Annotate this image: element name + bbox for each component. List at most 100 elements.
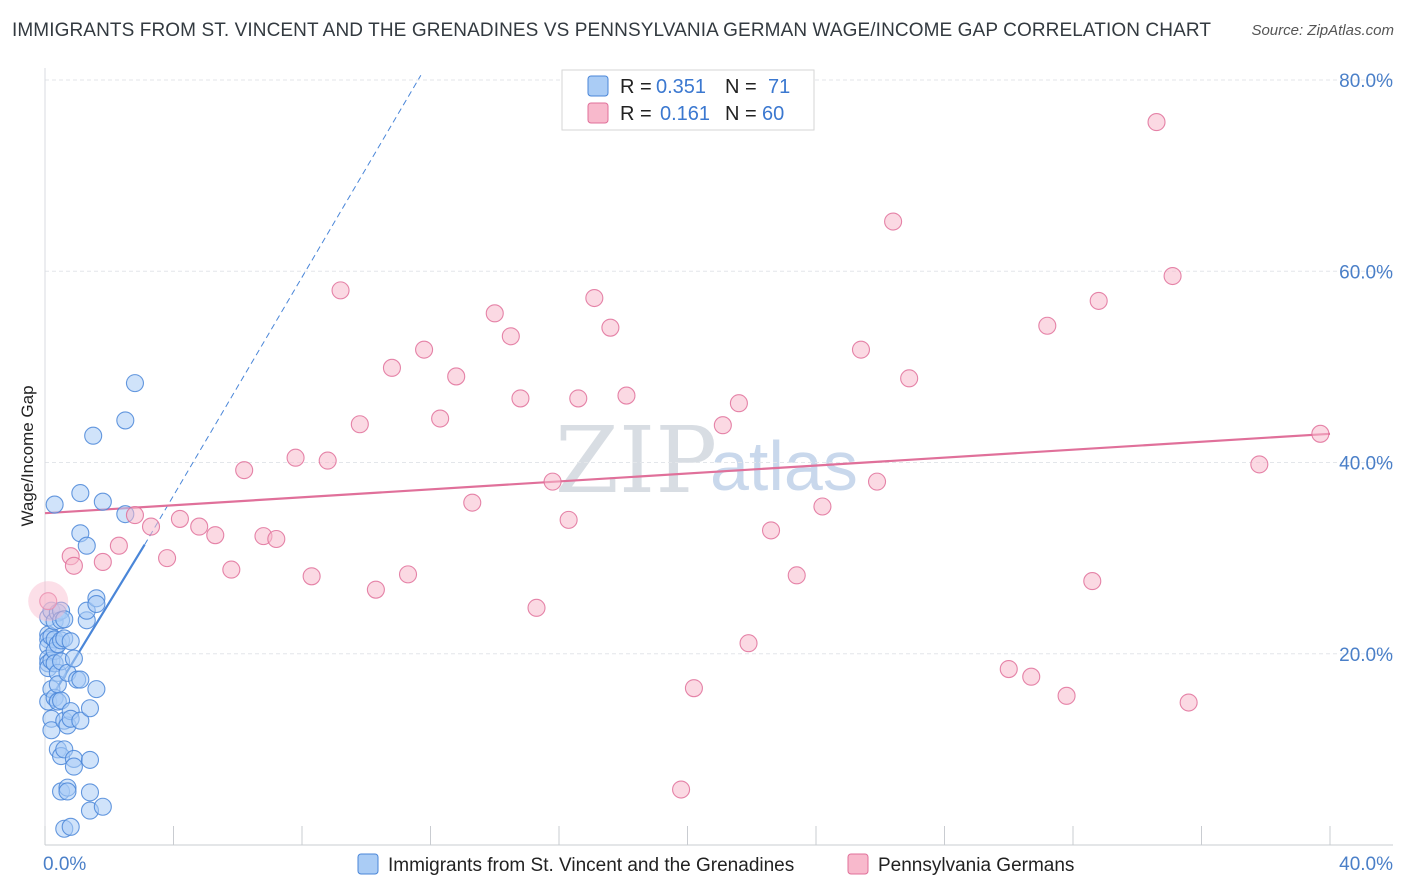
point-pennsylvania-germans — [235, 461, 254, 480]
point-pennsylvania-germans — [109, 536, 128, 555]
point-pennsylvania-germans — [884, 212, 903, 231]
bottom-legend-swatch-blue — [357, 853, 379, 875]
point-pennsylvania-germans — [64, 556, 83, 575]
point-immigrants-st-vincent — [71, 670, 90, 689]
point-pennsylvania-germans — [1163, 266, 1182, 286]
point-immigrants-st-vincent — [61, 632, 80, 651]
tick-labels: 20.0% 40.0% 60.0% 80.0% 0.0% 40.0% — [43, 71, 1393, 875]
legend-n-label: N = — [725, 103, 757, 125]
point-immigrants-st-vincent — [61, 817, 80, 836]
point-pennsylvania-germans — [543, 472, 562, 491]
point-pennsylvania-germans — [501, 327, 520, 346]
point-immigrants-st-vincent — [80, 750, 100, 769]
point-pennsylvania-germans — [382, 358, 402, 377]
point-pennsylvania-germans — [447, 367, 466, 386]
point-pennsylvania-germans — [125, 506, 144, 525]
point-immigrants-st-vincent — [93, 492, 112, 511]
bottom-legend: Immigrants from St. Vincent and the Gren… — [357, 853, 1074, 876]
trend-lines — [44, 74, 1331, 704]
gridlines — [45, 79, 1393, 655]
point-pennsylvania-germans — [222, 560, 241, 579]
point-immigrants-st-vincent — [80, 783, 100, 802]
chart-title: IMMIGRANTS FROM ST. VINCENT AND THE GREN… — [12, 20, 1212, 41]
point-pennsylvania-germans — [813, 497, 832, 516]
legend-n-label: N = — [725, 76, 757, 98]
point-immigrants-st-vincent — [80, 699, 100, 718]
point-pennsylvania-germans — [851, 340, 871, 359]
legend: R = 0.351 N = 71 R = 0.161 N = 60 — [561, 69, 815, 131]
point-pennsylvania-germans — [463, 493, 482, 512]
watermark-atlas: atlas — [710, 427, 858, 505]
point-immigrants-st-vincent — [116, 411, 135, 430]
legend-r-value: 0.351 — [656, 76, 706, 98]
point-pennsylvania-germans — [302, 567, 321, 586]
point-pennsylvania-germans — [398, 565, 418, 584]
legend-swatch-pink — [587, 102, 609, 124]
point-pennsylvania-germans — [318, 451, 337, 470]
point-pennsylvania-germans — [286, 448, 305, 467]
point-pennsylvania-germans — [190, 517, 209, 536]
point-pennsylvania-germans — [787, 566, 806, 585]
point-immigrants-st-vincent — [125, 374, 144, 393]
point-immigrants-st-vincent — [64, 757, 83, 776]
point-pennsylvania-germans — [415, 340, 434, 359]
point-pennsylvania-germans — [1057, 686, 1076, 705]
point-immigrants-st-vincent — [71, 711, 90, 730]
point-pennsylvania-germans — [601, 318, 620, 337]
point-immigrants-st-vincent — [93, 797, 112, 816]
point-pennsylvania-germans — [1179, 693, 1198, 712]
y-tick-label: 40.0% — [1339, 454, 1393, 475]
point-pennsylvania-germans — [93, 552, 112, 572]
legend-n-value: 60 — [762, 103, 784, 125]
legend-r-value: 0.161 — [660, 103, 710, 125]
legend-r-label: R = — [620, 103, 652, 125]
trend-line-pennsylvania-germans — [44, 432, 1331, 515]
point-pennsylvania-germans — [713, 416, 732, 435]
point-immigrants-st-vincent — [55, 610, 74, 629]
point-pennsylvania-germans — [585, 288, 604, 308]
point-pennsylvania-germans — [739, 634, 758, 653]
point-immigrants-st-vincent — [77, 536, 96, 555]
y-axis-label: Wage/Income Gap — [18, 385, 37, 526]
point-pennsylvania-germans — [569, 389, 588, 408]
x-tick-label: 0.0% — [43, 854, 86, 875]
legend-swatch-blue — [587, 75, 609, 97]
point-pennsylvania-germans — [485, 304, 504, 323]
point-pennsylvania-germans — [559, 510, 578, 529]
point-pennsylvania-germans — [1038, 316, 1057, 335]
point-pennsylvania-germans — [1022, 667, 1041, 686]
point-immigrants-st-vincent — [84, 426, 103, 445]
point-pennsylvania-germans — [729, 394, 748, 413]
point-pennsylvania-germans — [267, 529, 286, 549]
point-pennsylvania-germans — [1147, 113, 1166, 132]
point-pennsylvania-germans — [684, 679, 703, 698]
bottom-legend-label-blue: Immigrants from St. Vincent and the Gren… — [388, 855, 794, 876]
point-pennsylvania-germans — [28, 581, 69, 622]
point-pennsylvania-germans — [141, 517, 161, 536]
point-pennsylvania-germans — [900, 369, 919, 388]
point-immigrants-st-vincent — [87, 680, 106, 699]
point-pennsylvania-germans — [366, 580, 385, 599]
x-tick-label: 40.0% — [1339, 854, 1393, 875]
point-pennsylvania-germans — [331, 281, 350, 300]
legend-r-label: R = — [620, 76, 652, 98]
point-pennsylvania-germans — [1089, 291, 1108, 310]
bottom-legend-swatch-pink — [847, 853, 869, 875]
data-points — [28, 113, 1330, 838]
point-pennsylvania-germans — [206, 526, 225, 545]
point-immigrants-st-vincent — [58, 782, 77, 801]
bottom-legend-label-pink: Pennsylvania Germans — [878, 855, 1074, 876]
y-tick-label: 60.0% — [1339, 262, 1393, 283]
axes — [44, 68, 1393, 846]
point-pennsylvania-germans — [431, 409, 450, 428]
point-immigrants-st-vincent — [64, 649, 83, 668]
legend-n-value: 71 — [768, 76, 790, 98]
y-tick-label: 80.0% — [1339, 71, 1393, 92]
point-pennsylvania-germans — [1311, 424, 1330, 443]
point-pennsylvania-germans — [39, 592, 58, 611]
point-pennsylvania-germans — [1083, 572, 1102, 591]
watermark-zip: ZIP — [555, 407, 717, 514]
point-immigrants-st-vincent — [45, 495, 64, 514]
point-pennsylvania-germans — [999, 659, 1018, 679]
